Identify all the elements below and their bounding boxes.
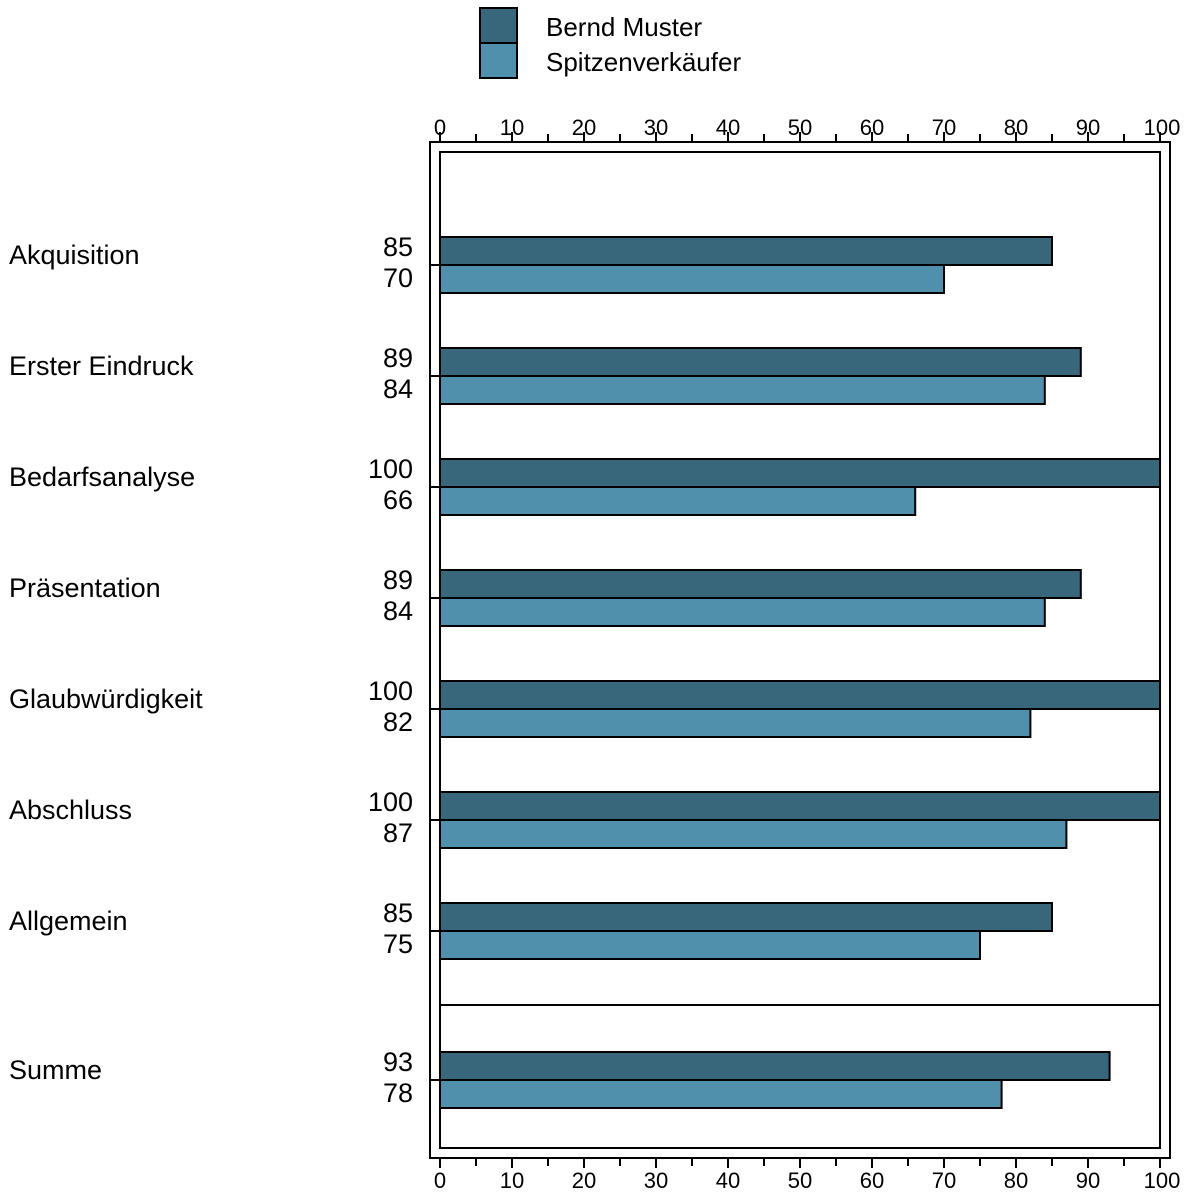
plot-outer-border xyxy=(429,141,1171,1159)
bar xyxy=(439,375,1046,405)
bottom-tick-label: 70 xyxy=(932,1168,956,1193)
bar-value-label: 84 xyxy=(383,374,413,404)
bottom-tick-label: 60 xyxy=(860,1168,884,1193)
bottom-tick-label: 20 xyxy=(572,1168,596,1193)
bottom-tick-label: 30 xyxy=(644,1168,668,1193)
bar-value-label: 75 xyxy=(383,929,413,959)
category-label: Abschluss xyxy=(9,795,132,825)
bar-value-label: 89 xyxy=(383,565,413,595)
legend-swatch xyxy=(479,42,518,79)
category-label: Akquisition xyxy=(9,240,140,270)
bottom-tick-label: 0 xyxy=(434,1168,446,1193)
bar xyxy=(439,569,1082,599)
bottom-tick-label: 80 xyxy=(1004,1168,1028,1193)
bar-value-label: 100 xyxy=(368,676,413,706)
bar xyxy=(439,680,1161,710)
legend-label: Spitzenverkäufer xyxy=(546,47,741,77)
category-label: Erster Eindruck xyxy=(9,351,194,381)
bar xyxy=(439,708,1032,738)
bar-value-label: 84 xyxy=(383,596,413,626)
bar-value-label: 66 xyxy=(383,485,413,515)
bar xyxy=(439,1079,1003,1109)
bar-value-label: 87 xyxy=(383,818,413,848)
bar-value-label: 85 xyxy=(383,232,413,262)
top-tick-label: 90 xyxy=(1076,115,1100,140)
top-tick-label: 30 xyxy=(644,115,668,140)
bar-value-label: 100 xyxy=(368,787,413,817)
legend: Bernd Muster Spitzenverkäufer xyxy=(479,7,741,79)
bottom-tick-label: 50 xyxy=(788,1168,812,1193)
bar xyxy=(439,902,1053,932)
top-tick-label: 70 xyxy=(932,115,956,140)
bottom-tick-label: 90 xyxy=(1076,1168,1100,1193)
x-axis-top: 0 10 20 30 40 50 60 70 80 90 100 xyxy=(434,115,1180,142)
bar xyxy=(439,819,1068,849)
bottom-tick-label: 100 xyxy=(1144,1168,1181,1193)
category-label: Präsentation xyxy=(9,573,161,603)
top-tick-label: 0 xyxy=(434,115,446,140)
bar xyxy=(439,791,1161,821)
top-tick-label: 50 xyxy=(788,115,812,140)
bar xyxy=(439,930,981,960)
category-label: Allgemein xyxy=(9,906,128,936)
top-tick-label: 100 xyxy=(1144,115,1181,140)
top-tick-label: 10 xyxy=(500,115,524,140)
bar xyxy=(439,236,1053,266)
category-label: Summe xyxy=(9,1055,102,1085)
category-label: Glaubwürdigkeit xyxy=(9,684,203,714)
bar xyxy=(439,597,1046,627)
legend-label: Bernd Muster xyxy=(546,12,702,42)
bar xyxy=(439,1051,1111,1081)
bar-value-label: 89 xyxy=(383,343,413,373)
legend-swatch xyxy=(479,7,518,44)
bottom-tick-label: 40 xyxy=(716,1168,740,1193)
category-label: Bedarfsanalyse xyxy=(9,462,195,492)
bar xyxy=(439,347,1082,377)
bar-value-label: 70 xyxy=(383,263,413,293)
category-labels: Akquisition Erster Eindruck Bedarfsanalyse… xyxy=(9,240,203,1085)
bar xyxy=(439,264,945,294)
bar-value-label: 100 xyxy=(368,454,413,484)
plot-frame xyxy=(429,141,1171,1159)
top-tick-label: 40 xyxy=(716,115,740,140)
bottom-tick-label: 10 xyxy=(500,1168,524,1193)
top-tick-label: 20 xyxy=(572,115,596,140)
bar xyxy=(439,458,1161,488)
bar-value-label: 82 xyxy=(383,707,413,737)
top-tick-label: 80 xyxy=(1004,115,1028,140)
bars xyxy=(430,236,1161,1109)
bar-value-label: 78 xyxy=(383,1078,413,1108)
top-tick-label: 60 xyxy=(860,115,884,140)
x-axis-bottom: 0 10 20 30 40 50 60 70 80 90 100 xyxy=(434,1158,1180,1193)
bar-value-label: 93 xyxy=(383,1047,413,1077)
plot-inner-border xyxy=(439,151,1161,1149)
bar xyxy=(439,486,917,516)
bar-value-label: 85 xyxy=(383,898,413,928)
